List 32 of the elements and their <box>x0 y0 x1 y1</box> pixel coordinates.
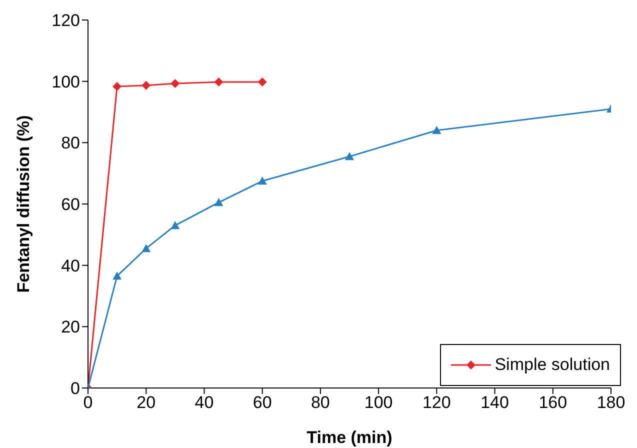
point <box>112 272 122 280</box>
point <box>170 78 180 88</box>
x-tick-label: 120 <box>422 393 451 412</box>
x-tick-label: 80 <box>310 393 330 412</box>
point <box>112 82 122 92</box>
x-tick-label: 100 <box>364 393 393 412</box>
x-axis-title: Time (min) <box>306 428 392 447</box>
x-tick-label: 140 <box>480 393 509 412</box>
point <box>170 220 180 230</box>
x-tick-label: 60 <box>252 393 272 412</box>
point <box>142 244 151 252</box>
y-axis-title: Fentanyl diffusion (%) <box>14 115 34 293</box>
y-tick-label: 100 <box>52 72 80 92</box>
y-tick-label: 0 <box>70 379 80 398</box>
point <box>258 176 267 185</box>
y-tick-label: 120 <box>52 11 80 30</box>
point <box>345 152 354 160</box>
y-tick-label: 40 <box>61 256 80 276</box>
point <box>214 198 224 206</box>
y-tick-label: 80 <box>61 134 80 153</box>
point <box>142 80 151 90</box>
x-tick-label: 180 <box>596 393 626 412</box>
legend-label: Simple solution <box>494 355 610 375</box>
x-tick-label: 0 <box>83 393 93 412</box>
y-tick-label: 20 <box>61 318 80 337</box>
y-tick-label: 60 <box>61 195 80 214</box>
point <box>214 77 224 86</box>
point <box>432 126 442 134</box>
point <box>258 77 267 86</box>
x-tick-label: 20 <box>136 393 156 412</box>
x-tick-label: 40 <box>194 393 214 412</box>
x-tick-label: 160 <box>538 393 568 412</box>
